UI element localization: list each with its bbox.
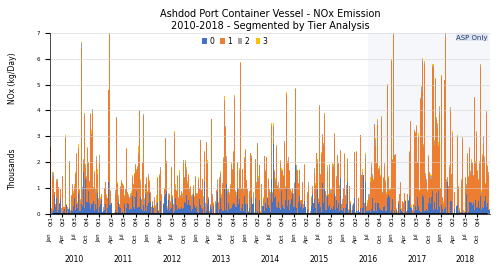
Text: 2016: 2016 bbox=[358, 255, 378, 264]
Text: Jul: Jul bbox=[414, 233, 419, 240]
Text: Jan: Jan bbox=[146, 233, 150, 242]
Title: Ashdod Port Container Vessel - NOx Emission
2010-2018 - Segmented by Tier Analys: Ashdod Port Container Vessel - NOx Emiss… bbox=[160, 9, 380, 31]
Text: 2015: 2015 bbox=[310, 255, 328, 264]
Text: Jul: Jul bbox=[316, 233, 322, 240]
Text: Oct: Oct bbox=[84, 233, 89, 243]
Text: Jul: Jul bbox=[121, 233, 126, 240]
Text: 2011: 2011 bbox=[114, 255, 133, 264]
Text: Apr: Apr bbox=[451, 233, 456, 243]
Text: Thousands: Thousands bbox=[8, 148, 17, 189]
Text: Apr: Apr bbox=[402, 233, 407, 243]
Text: Apr: Apr bbox=[206, 233, 212, 243]
Text: NOx (kg/Day): NOx (kg/Day) bbox=[8, 52, 17, 104]
Text: Oct: Oct bbox=[230, 233, 235, 243]
Text: Apr: Apr bbox=[353, 233, 358, 243]
Text: Jan: Jan bbox=[194, 233, 199, 242]
Text: 2013: 2013 bbox=[212, 255, 231, 264]
Text: Oct: Oct bbox=[182, 233, 187, 243]
Text: Oct: Oct bbox=[280, 233, 284, 243]
Text: 2012: 2012 bbox=[162, 255, 182, 264]
Text: Apr: Apr bbox=[158, 233, 162, 243]
Text: Oct: Oct bbox=[378, 233, 382, 243]
Text: 2010: 2010 bbox=[65, 255, 84, 264]
Text: Oct: Oct bbox=[133, 233, 138, 243]
Text: 2018: 2018 bbox=[456, 255, 475, 264]
Text: Apr: Apr bbox=[304, 233, 309, 243]
Text: Jul: Jul bbox=[268, 233, 272, 240]
Text: Jul: Jul bbox=[72, 233, 77, 240]
Text: Jul: Jul bbox=[218, 233, 224, 240]
Text: Jul: Jul bbox=[365, 233, 370, 240]
Text: Apr: Apr bbox=[60, 233, 64, 243]
Text: Jan: Jan bbox=[438, 233, 444, 242]
Text: Jan: Jan bbox=[48, 233, 52, 242]
Text: Jan: Jan bbox=[341, 233, 346, 242]
Text: Jul: Jul bbox=[170, 233, 174, 240]
Text: Oct: Oct bbox=[475, 233, 480, 243]
Text: Jan: Jan bbox=[292, 233, 297, 242]
Text: Jul: Jul bbox=[463, 233, 468, 240]
Text: Apr: Apr bbox=[255, 233, 260, 243]
Text: Apr: Apr bbox=[108, 233, 114, 243]
Text: Jan: Jan bbox=[96, 233, 102, 242]
Bar bbox=[368, 33, 490, 214]
Legend: 0, 1, 2, 3: 0, 1, 2, 3 bbox=[202, 37, 268, 46]
Text: ASP Only: ASP Only bbox=[456, 35, 488, 41]
Text: Oct: Oct bbox=[328, 233, 334, 243]
Text: Jan: Jan bbox=[390, 233, 394, 242]
Text: Jan: Jan bbox=[243, 233, 248, 242]
Text: 2014: 2014 bbox=[260, 255, 280, 264]
Text: 2017: 2017 bbox=[407, 255, 426, 264]
Text: Oct: Oct bbox=[426, 233, 432, 243]
